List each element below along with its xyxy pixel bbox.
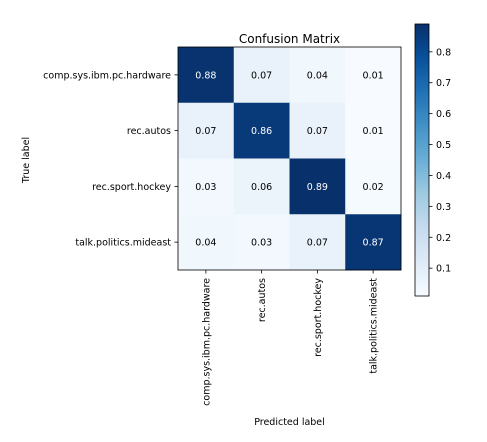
y-tick-label: rec.autos [127,126,171,137]
heatmap-cell [178,102,235,159]
plot-frame [177,46,402,271]
heatmap-cell [345,158,402,215]
heatmap-cell [289,214,346,271]
colorbar-tick-label: 0.1 [436,264,451,275]
colorbar-tick-label: 0.6 [436,109,451,120]
y-axis-label: True label [21,137,32,184]
heatmap-cell [289,102,346,159]
cell-value-labels: 0.88 0.07 0.04 0.01 0.07 0.86 0.07 0.01 0.03 0.06… [195,70,383,248]
cell-value-label: 0.86 [251,126,272,137]
heatmap-cell [178,214,235,271]
y-tick-label: rec.sport.hockey [92,182,171,193]
cell-value-label: 0.87 [363,238,384,249]
x-tick-label: talk.politics.mideast [369,278,380,374]
colorbar-tick-label: 0.8 [436,47,451,58]
heatmap-cell [345,47,402,104]
y-tick-label: talk.politics.mideast [75,238,171,249]
colorbar-tick-label: 0.7 [436,78,451,89]
y-tick-labels: comp.sys.ibm.pc.hardware rec.autos rec.spo… [43,70,178,249]
colorbar-tick-label: 0.5 [436,140,451,151]
heatmap-cell [289,47,346,104]
colorbar [414,23,430,297]
cell-value-label: 0.03 [251,238,272,249]
cell-value-label: 0.07 [251,70,272,81]
x-tick-label: rec.autos [257,278,268,322]
x-tick-labels: comp.sys.ibm.pc.hardware rec.autos rec.spo… [201,270,380,406]
cell-value-label: 0.88 [195,70,216,81]
cell-value-label: 0.06 [251,182,272,193]
cell-value-label: 0.01 [363,70,384,81]
cell-value-label: 0.07 [307,126,328,137]
x-tick-label: rec.sport.hockey [313,278,324,357]
colorbar-tick-label: 0.3 [436,202,451,213]
colorbar-ticks: 0.1 0.2 0.3 0.4 0.5 0.6 0.7 0.8 [429,47,451,275]
cell-value-label: 0.07 [195,126,216,137]
cell-value-label: 0.07 [307,238,328,249]
heatmap-cell [233,214,290,271]
cell-value-label: 0.89 [307,182,328,193]
cell-value-label: 0.04 [307,70,328,81]
heatmap-cell [233,47,290,104]
x-axis-label: Predicted label [254,417,325,428]
heatmap-cell [178,158,235,215]
heatmap-cell [178,47,235,104]
heatmap-cell [345,102,402,159]
x-tick-label: comp.sys.ibm.pc.hardware [201,278,212,406]
heatmap-cell [345,214,402,271]
heatmap-cell [289,158,346,215]
colorbar-tick-label: 0.4 [436,171,451,182]
colorbar-tick-label: 0.2 [436,233,451,244]
cell-value-label: 0.03 [195,182,216,193]
y-tick-label: comp.sys.ibm.pc.hardware [43,70,171,81]
cell-value-label: 0.02 [363,182,384,193]
heatmap-cell [233,102,290,159]
cell-value-label: 0.04 [195,238,216,249]
cell-value-label: 0.01 [363,126,384,137]
heatmap-cell [233,158,290,215]
heatmap-cells [178,47,402,271]
chart-title: Confusion Matrix [239,32,340,46]
